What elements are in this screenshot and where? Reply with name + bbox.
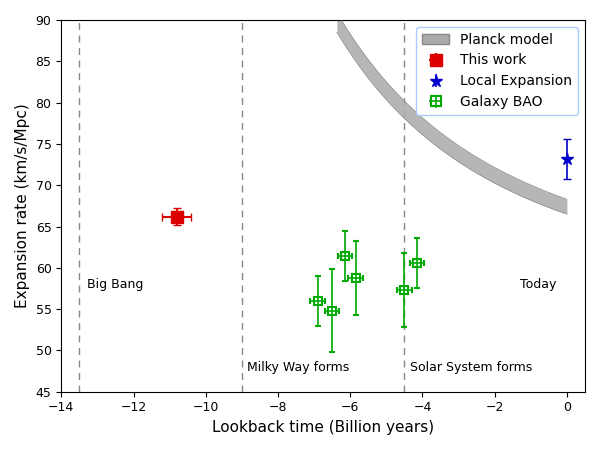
Text: Big Bang: Big Bang [86,279,143,292]
Text: Today: Today [520,279,556,292]
Y-axis label: Expansion rate (km/s/Mpc): Expansion rate (km/s/Mpc) [15,104,30,308]
Text: Milky Way forms: Milky Way forms [247,361,350,374]
Legend: Planck model, This work, Local Expansion, Galaxy BAO: Planck model, This work, Local Expansion… [416,27,578,115]
X-axis label: Lookback time (Billion years): Lookback time (Billion years) [212,420,434,435]
Text: Solar System forms: Solar System forms [410,361,532,374]
